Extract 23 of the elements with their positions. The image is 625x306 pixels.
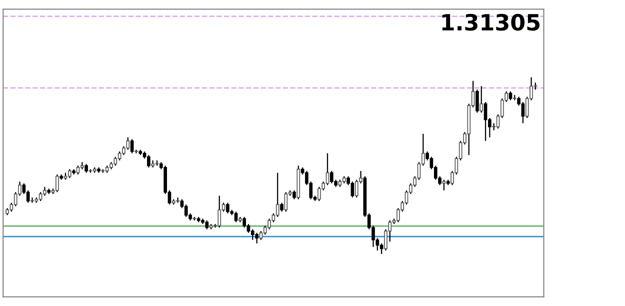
candlestick: [234, 211, 238, 223]
candlestick: [442, 179, 446, 191]
candlestick: [242, 216, 246, 228]
candlestick: [250, 228, 254, 240]
candlestick: [476, 89, 479, 114]
candlestick: [276, 172, 280, 218]
candlestick: [268, 218, 271, 230]
candlestick: [326, 152, 330, 186]
candlestick: [56, 174, 59, 193]
candlestick: [226, 202, 230, 214]
candlestick: [255, 232, 258, 244]
candlestick: [147, 154, 150, 168]
candlestick: [350, 181, 354, 198]
candlestick: [484, 101, 488, 142]
candlestick: [284, 192, 288, 212]
candlestick: [330, 170, 334, 184]
candlestick: [318, 186, 321, 202]
candlestick: [218, 195, 222, 228]
candlestick: [184, 204, 188, 218]
text: 1.31305: [442, 14, 540, 31]
candlestick: [130, 138, 134, 154]
candlestick: [521, 101, 525, 124]
candlestick: [176, 196, 180, 204]
